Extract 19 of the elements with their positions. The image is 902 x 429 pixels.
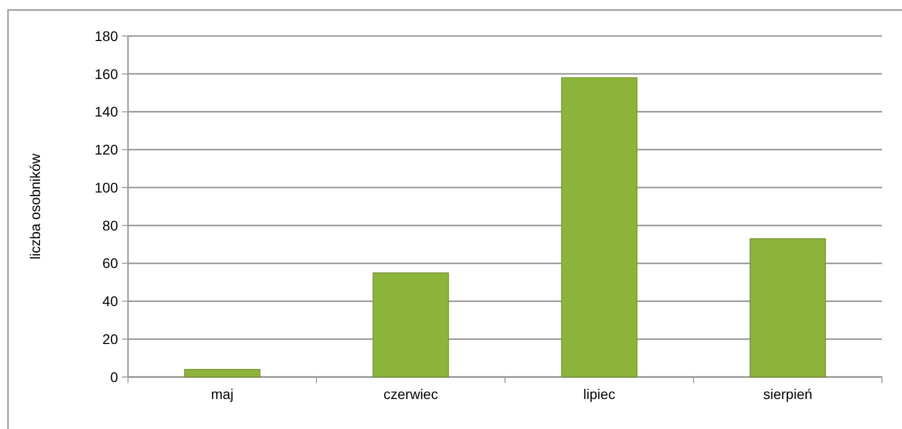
y-axis-title: liczba osobników xyxy=(27,152,43,260)
y-tick-label: 160 xyxy=(94,66,118,82)
bar xyxy=(184,369,260,378)
x-tick-label: sierpień xyxy=(763,386,812,402)
x-tick-label: czerwiec xyxy=(384,386,438,402)
bar xyxy=(750,238,826,378)
x-tick-label: lipiec xyxy=(583,386,616,402)
bar xyxy=(372,272,449,378)
y-tick-label: 80 xyxy=(102,217,118,234)
y-tick-label: 180 xyxy=(94,28,118,44)
y-tick-label: 0 xyxy=(110,368,118,385)
y-tick-label: 60 xyxy=(102,255,118,272)
y-tick-label: 20 xyxy=(102,331,118,348)
bar xyxy=(561,77,638,378)
y-tick-label: 100 xyxy=(94,179,118,196)
x-tick-label: maj xyxy=(210,386,234,402)
y-tick-label: 40 xyxy=(102,293,118,310)
y-tick-label: 120 xyxy=(94,142,118,158)
y-tick-label: 140 xyxy=(94,104,118,120)
